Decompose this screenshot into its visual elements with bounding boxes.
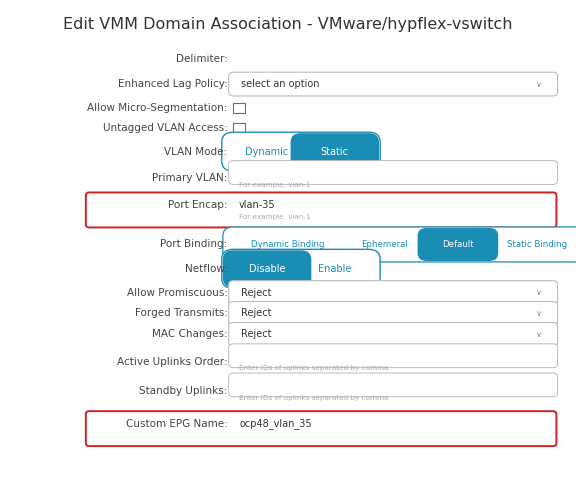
FancyBboxPatch shape [223,227,576,262]
Text: Port Binding:: Port Binding: [160,240,228,249]
Text: vlan-35: vlan-35 [239,200,276,210]
Text: Reject: Reject [241,330,271,339]
FancyBboxPatch shape [229,373,558,397]
Text: For example, vlan-1: For example, vlan-1 [239,214,310,220]
Text: Enable: Enable [318,264,351,274]
Text: Untagged VLAN Access:: Untagged VLAN Access: [103,123,228,133]
FancyBboxPatch shape [229,344,558,367]
FancyBboxPatch shape [229,281,558,304]
Text: Custom EPG Name:: Custom EPG Name: [126,419,228,429]
FancyBboxPatch shape [222,132,380,171]
Text: Reject: Reject [241,309,271,318]
Text: VLAN Mode:: VLAN Mode: [164,147,228,156]
Text: ocp48_vlan_35: ocp48_vlan_35 [239,418,312,429]
FancyBboxPatch shape [229,72,558,96]
Text: Allow Promiscuous:: Allow Promiscuous: [127,288,228,297]
Text: ∨: ∨ [536,330,541,339]
Text: Static Binding: Static Binding [507,240,567,249]
FancyBboxPatch shape [229,301,558,326]
FancyBboxPatch shape [86,411,556,446]
Text: Dynamic: Dynamic [245,147,289,156]
FancyBboxPatch shape [418,228,498,261]
Text: For example, vlan-1: For example, vlan-1 [239,182,310,188]
Text: Edit VMM Domain Association - VMware/hypflex-vswitch: Edit VMM Domain Association - VMware/hyp… [63,17,513,32]
Text: Disable: Disable [249,264,285,274]
Text: ∨: ∨ [536,80,541,88]
Text: Dynamic Binding: Dynamic Binding [251,240,324,249]
Text: Enter IDs of uplinks separated by comma: Enter IDs of uplinks separated by comma [239,365,388,371]
Bar [233,123,245,133]
Text: select an option: select an option [241,79,319,89]
FancyBboxPatch shape [229,160,558,184]
Text: Enter IDs of uplinks separated by comma: Enter IDs of uplinks separated by comma [239,395,388,400]
Bar [233,103,245,113]
FancyBboxPatch shape [86,192,556,227]
Text: Forged Transmits:: Forged Transmits: [135,309,228,318]
Text: Default: Default [442,240,473,249]
Text: Ephemeral: Ephemeral [361,240,408,249]
Text: Active Uplinks Order:: Active Uplinks Order: [117,357,228,366]
Text: Reject: Reject [241,288,271,297]
Text: Port Encap:: Port Encap: [168,200,228,210]
Text: Allow Micro-Segmentation:: Allow Micro-Segmentation: [87,103,228,113]
Text: Enhanced Lag Policy:: Enhanced Lag Policy: [118,79,228,89]
Text: ∨: ∨ [536,309,541,318]
Text: Netflow:: Netflow: [185,264,228,274]
Text: Static: Static [321,147,349,156]
Text: MAC Changes:: MAC Changes: [152,330,228,339]
Text: Delimiter:: Delimiter: [176,54,228,64]
FancyBboxPatch shape [222,249,380,288]
FancyBboxPatch shape [229,323,558,346]
FancyBboxPatch shape [290,133,379,170]
Text: Standby Uplinks:: Standby Uplinks: [139,386,228,396]
FancyBboxPatch shape [223,250,311,287]
Text: Primary VLAN:: Primary VLAN: [152,174,228,183]
Text: ∨: ∨ [536,288,541,297]
